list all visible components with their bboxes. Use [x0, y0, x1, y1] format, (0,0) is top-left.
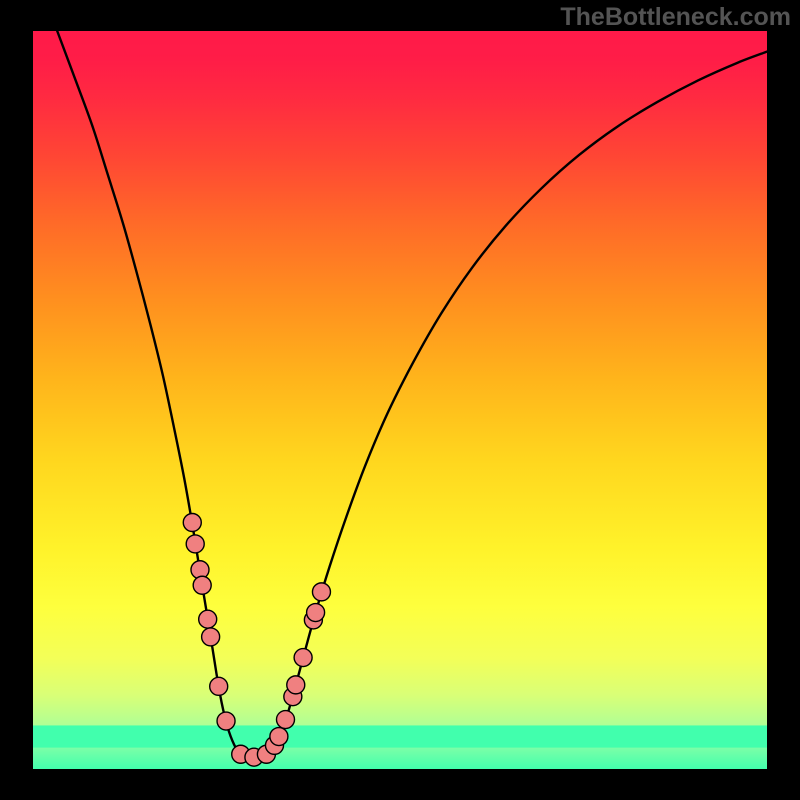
plot-gradient: [33, 31, 767, 769]
data-marker: [210, 677, 228, 695]
data-marker: [312, 583, 330, 601]
data-marker: [217, 712, 235, 730]
data-marker: [199, 610, 217, 628]
data-marker: [193, 576, 211, 594]
data-marker: [307, 604, 325, 622]
optimal-band: [33, 725, 767, 747]
data-marker: [287, 676, 305, 694]
data-marker: [270, 728, 288, 746]
data-marker: [294, 649, 312, 667]
data-marker: [277, 711, 295, 729]
bottleneck-chart: TheBottleneck.com: [0, 0, 800, 800]
chart-canvas: [0, 0, 800, 800]
watermark-text: TheBottleneck.com: [560, 3, 791, 32]
data-marker: [186, 535, 204, 553]
data-marker: [202, 628, 220, 646]
data-marker: [183, 514, 201, 532]
